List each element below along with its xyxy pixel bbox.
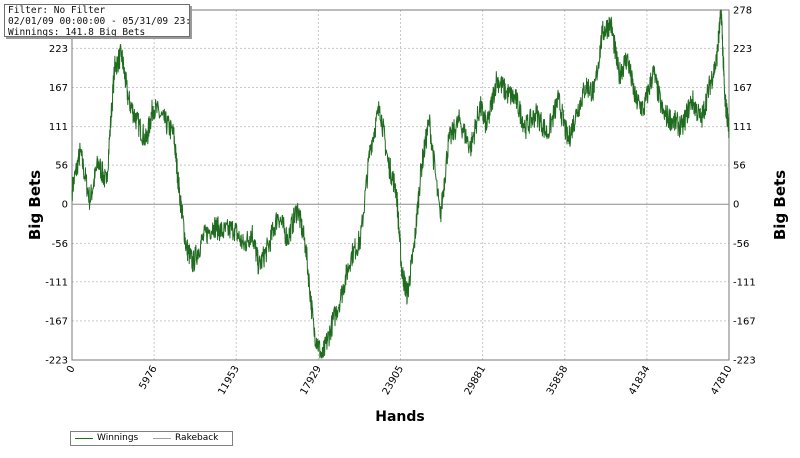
y-tick-label-left: 111 [49,122,68,133]
legend-swatch-winnings [75,437,93,439]
y-tick-label-left: -223 [45,356,68,367]
y-tick-label-right: 56 [733,161,746,172]
y-tick-label-right: -223 [733,356,756,367]
x-tick-label: 17929 [299,364,324,397]
y-tick-label-right: -167 [733,316,756,327]
y-axis-label-right: Big Bets [771,169,789,241]
winnings-summary: Winnings: 141.8 Big Bets [8,27,146,37]
series-line-winnings [71,9,730,359]
x-tick-label: 5976 [137,364,159,392]
x-tick-label: 29881 [463,364,488,397]
legend-swatch-rakeback [153,437,171,439]
legend-label-winnings: Winnings [97,433,139,443]
y-tick-label-right: 278 [733,6,752,17]
x-tick-label: 41834 [627,364,652,397]
x-tick-label: 47810 [709,364,734,397]
y-tick-label-left: 223 [49,44,68,55]
y-tick-label-right: -111 [733,277,756,288]
legend-label-rakeback: Rakeback [175,433,219,443]
legend: Winnings Rakeback [70,431,233,446]
x-tick-label: 35858 [545,364,570,397]
x-axis-label: Hands [375,409,425,425]
plot-frame [71,9,730,361]
y-tick-label-right: 0 [733,200,739,211]
y-tick-label-left: 167 [49,83,68,94]
x-tick-label: 23905 [381,364,406,397]
date-range-label: 02/01/09 00:00:00 - 05/31/09 23:59:59 [8,16,189,27]
y-tick-label-left: 0 [62,200,68,211]
series-layer [71,9,730,359]
y-tick-label-left: -56 [52,239,68,250]
y-tick-label-left: -167 [45,316,68,327]
y-axis-label-left: Big Bets [26,169,44,241]
legend-item-winnings: Winnings [75,433,138,443]
y-tick-label-left: -111 [45,277,68,288]
filter-info-box: Filter: No Filter 02/01/09 00:00:00 - 05… [4,4,190,37]
y-tick-label-right: 111 [733,122,752,133]
y-tick-label-right: 167 [733,83,752,94]
y-tick-label-left: 56 [55,161,68,172]
y-tick-label-right: 223 [733,44,752,55]
y-tick-label-right: -56 [733,239,749,250]
x-tick-label: 0 [65,364,78,375]
legend-item-rakeback: Rakeback [153,433,218,443]
x-tick-label: 11953 [216,364,241,397]
filter-label: Filter: No Filter [8,5,106,16]
